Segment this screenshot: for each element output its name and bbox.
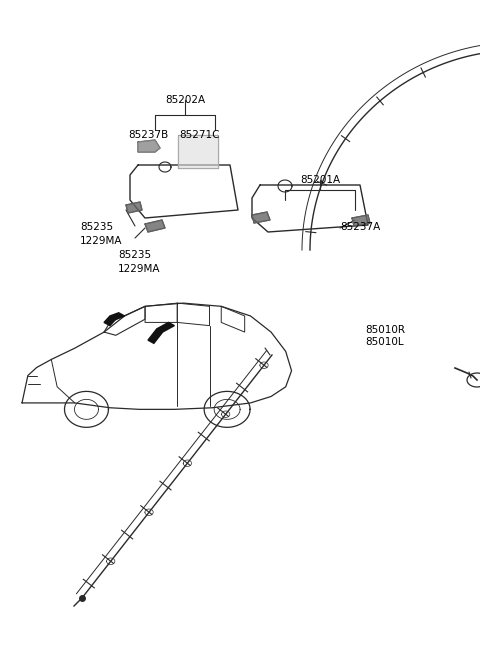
Text: 85235: 85235 bbox=[80, 222, 113, 232]
Text: 1229MA: 1229MA bbox=[80, 236, 122, 246]
Polygon shape bbox=[138, 140, 160, 152]
Polygon shape bbox=[352, 215, 370, 226]
Text: 85235: 85235 bbox=[118, 250, 151, 260]
Polygon shape bbox=[104, 313, 124, 325]
Polygon shape bbox=[126, 202, 142, 213]
Text: 85010L: 85010L bbox=[365, 337, 404, 347]
Text: 85202A: 85202A bbox=[165, 95, 205, 105]
Text: 85237B: 85237B bbox=[128, 130, 168, 140]
Text: 85201A: 85201A bbox=[300, 175, 340, 185]
Text: 85237A: 85237A bbox=[340, 222, 380, 232]
Text: 1229MA: 1229MA bbox=[118, 264, 160, 274]
Text: 85271C: 85271C bbox=[180, 130, 220, 140]
Polygon shape bbox=[252, 212, 270, 223]
Polygon shape bbox=[148, 322, 174, 343]
Polygon shape bbox=[145, 220, 165, 232]
Polygon shape bbox=[178, 135, 218, 168]
Text: 85010R: 85010R bbox=[365, 325, 405, 335]
